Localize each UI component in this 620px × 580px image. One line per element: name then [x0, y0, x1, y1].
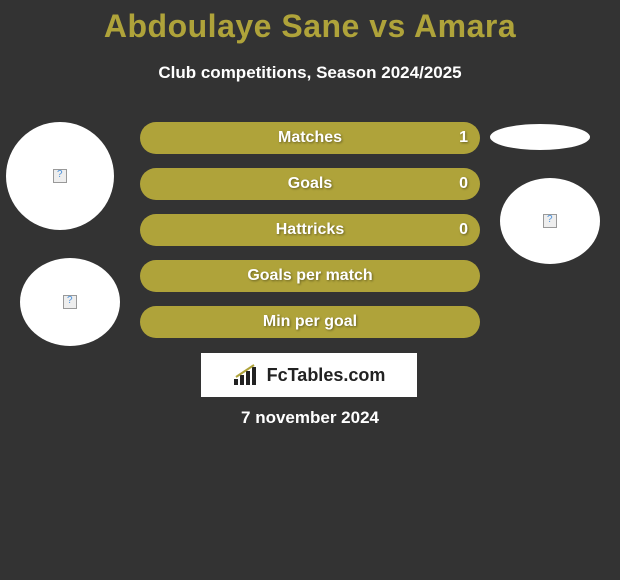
stat-row-goals-per-match: Goals per match	[140, 260, 480, 292]
broken-image-icon	[53, 169, 67, 183]
stat-value-right: 0	[459, 175, 468, 193]
stat-row-matches: Matches 1	[140, 122, 480, 154]
logo-text: FcTables.com	[267, 365, 386, 386]
stat-label: Hattricks	[276, 221, 344, 239]
stat-label: Min per goal	[263, 313, 357, 331]
stat-label: Matches	[278, 129, 342, 147]
broken-image-icon	[63, 295, 77, 309]
stat-value-right: 1	[459, 129, 468, 147]
player-left-avatar-2	[20, 258, 120, 346]
stat-value-right: 0	[459, 221, 468, 239]
fctables-logo: FcTables.com	[201, 353, 417, 397]
comparison-title: Abdoulaye Sane vs Amara	[0, 0, 620, 45]
stat-row-min-per-goal: Min per goal	[140, 306, 480, 338]
stat-row-goals: Goals 0	[140, 168, 480, 200]
stat-label: Goals	[288, 175, 332, 193]
comparison-subtitle: Club competitions, Season 2024/2025	[0, 63, 620, 83]
player-right-avatar	[500, 178, 600, 264]
stat-label: Goals per match	[247, 267, 372, 285]
broken-image-icon	[543, 214, 557, 228]
player-right-shape	[490, 124, 590, 150]
chart-icon	[233, 364, 261, 386]
player-left-avatar-1	[6, 122, 114, 230]
stat-row-hattricks: Hattricks 0	[140, 214, 480, 246]
stats-container: Matches 1 Goals 0 Hattricks 0 Goals per …	[140, 122, 480, 352]
date-label: 7 november 2024	[0, 408, 620, 428]
